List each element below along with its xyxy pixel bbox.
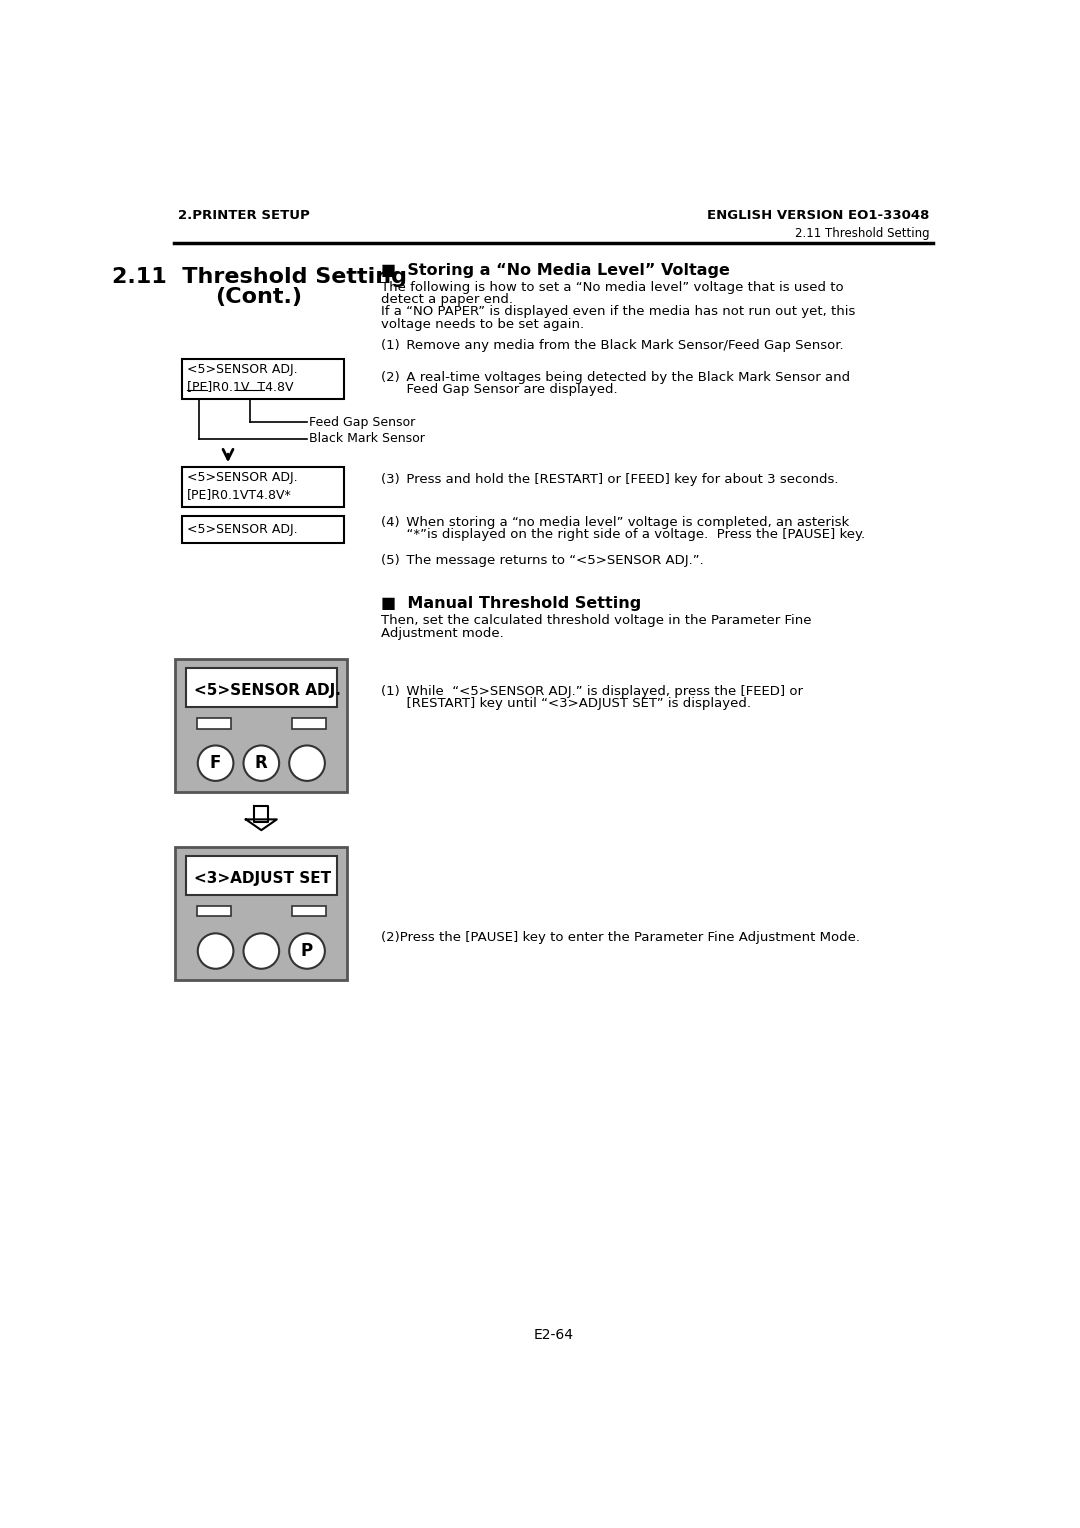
Text: (3) Press and hold the [RESTART] or [FEED] key for about 3 seconds.: (3) Press and hold the [RESTART] or [FEE…: [381, 474, 839, 486]
Text: (1) While  “<5>SENSOR ADJ.” is displayed, press the [FEED] or: (1) While “<5>SENSOR ADJ.” is displayed,…: [381, 685, 804, 698]
Circle shape: [243, 746, 279, 781]
Text: R: R: [255, 755, 268, 772]
Text: <5>SENSOR ADJ.: <5>SENSOR ADJ.: [187, 523, 298, 536]
Text: ■  Storing a “No Media Level” Voltage: ■ Storing a “No Media Level” Voltage: [381, 263, 730, 278]
Text: (5) The message returns to “<5>SENSOR ADJ.”.: (5) The message returns to “<5>SENSOR AD…: [381, 555, 704, 567]
Text: <5>SENSOR ADJ.: <5>SENSOR ADJ.: [187, 471, 298, 484]
Text: (1) Remove any media from the Black Mark Sensor/Feed Gap Sensor.: (1) Remove any media from the Black Mark…: [381, 339, 845, 351]
Text: voltage needs to be set again.: voltage needs to be set again.: [381, 318, 584, 330]
Text: E2-64: E2-64: [534, 1328, 573, 1342]
Text: Adjustment mode.: Adjustment mode.: [381, 626, 504, 640]
Text: ENGLISH VERSION EO1-33048: ENGLISH VERSION EO1-33048: [707, 209, 930, 222]
FancyBboxPatch shape: [197, 906, 231, 917]
Polygon shape: [255, 805, 268, 822]
FancyBboxPatch shape: [197, 718, 231, 729]
FancyBboxPatch shape: [181, 359, 345, 399]
Text: The following is how to set a “No media level” voltage that is used to: The following is how to set a “No media …: [381, 281, 845, 293]
Circle shape: [243, 934, 279, 969]
Circle shape: [198, 934, 233, 969]
Text: detect a paper end.: detect a paper end.: [381, 293, 513, 306]
FancyBboxPatch shape: [186, 856, 337, 895]
FancyBboxPatch shape: [175, 659, 348, 792]
Text: Feed Gap Sensor: Feed Gap Sensor: [309, 416, 415, 428]
Text: “*”is displayed on the right side of a voltage.  Press the [PAUSE] key.: “*”is displayed on the right side of a v…: [381, 529, 865, 541]
Text: 2.PRINTER SETUP: 2.PRINTER SETUP: [177, 209, 309, 222]
Text: [PE]R0.1VT4.8V*: [PE]R0.1VT4.8V*: [187, 487, 292, 501]
Text: (2)Press the [PAUSE] key to enter the Parameter Fine Adjustment Mode.: (2)Press the [PAUSE] key to enter the Pa…: [381, 932, 861, 944]
FancyBboxPatch shape: [186, 668, 337, 707]
Text: <5>SENSOR ADJ.: <5>SENSOR ADJ.: [187, 364, 298, 376]
Text: P: P: [301, 943, 313, 960]
Text: <3>ADJUST SET: <3>ADJUST SET: [194, 871, 332, 886]
FancyBboxPatch shape: [292, 718, 326, 729]
Text: 2.11 Threshold Setting: 2.11 Threshold Setting: [795, 228, 930, 240]
Text: [RESTART] key until “<3>ADJUST SET” is displayed.: [RESTART] key until “<3>ADJUST SET” is d…: [381, 697, 752, 711]
Circle shape: [289, 746, 325, 781]
Text: ■  Manual Threshold Setting: ■ Manual Threshold Setting: [381, 596, 642, 611]
Text: [PE]R0.1V  T4.8V: [PE]R0.1V T4.8V: [187, 380, 294, 393]
Text: <5>SENSOR ADJ.: <5>SENSOR ADJ.: [194, 683, 341, 698]
Text: 2.11  Threshold Setting: 2.11 Threshold Setting: [111, 267, 406, 287]
Text: (Cont.): (Cont.): [216, 287, 302, 307]
Circle shape: [198, 746, 233, 781]
Text: (4) When storing a “no media level” voltage is completed, an asterisk: (4) When storing a “no media level” volt…: [381, 515, 850, 529]
Circle shape: [289, 934, 325, 969]
Polygon shape: [246, 819, 276, 830]
FancyBboxPatch shape: [181, 516, 345, 542]
Text: (2) A real-time voltages being detected by the Black Mark Sensor and: (2) A real-time voltages being detected …: [381, 371, 851, 384]
FancyBboxPatch shape: [292, 906, 326, 917]
Text: F: F: [210, 755, 221, 772]
FancyBboxPatch shape: [175, 847, 348, 979]
Text: If a “NO PAPER” is displayed even if the media has not run out yet, this: If a “NO PAPER” is displayed even if the…: [381, 306, 855, 318]
Text: Feed Gap Sensor are displayed.: Feed Gap Sensor are displayed.: [381, 384, 618, 396]
Text: Black Mark Sensor: Black Mark Sensor: [309, 432, 424, 446]
Text: Then, set the calculated threshold voltage in the Parameter Fine: Then, set the calculated threshold volta…: [381, 614, 812, 626]
FancyBboxPatch shape: [181, 466, 345, 507]
